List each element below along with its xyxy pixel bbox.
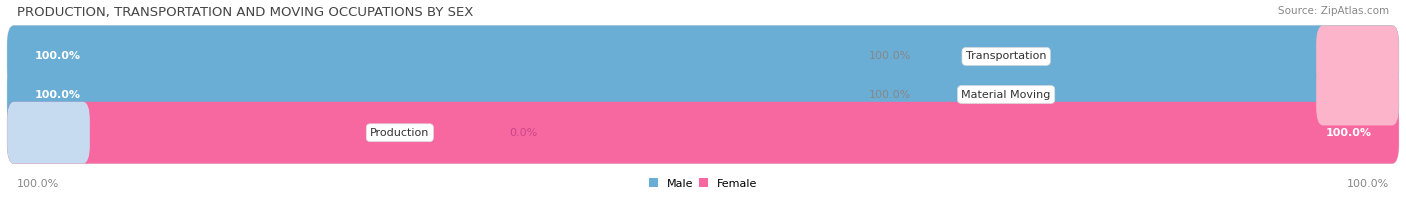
Text: 100.0%: 100.0% — [35, 90, 80, 99]
FancyBboxPatch shape — [7, 102, 1399, 164]
Text: Source: ZipAtlas.com: Source: ZipAtlas.com — [1278, 6, 1389, 16]
Text: 100.0%: 100.0% — [869, 51, 911, 61]
Text: Material Moving: Material Moving — [962, 90, 1050, 99]
FancyBboxPatch shape — [1316, 26, 1399, 87]
Text: 100.0%: 100.0% — [869, 90, 911, 99]
FancyBboxPatch shape — [7, 102, 90, 164]
Text: Transportation: Transportation — [966, 51, 1046, 61]
FancyBboxPatch shape — [7, 64, 1399, 125]
FancyBboxPatch shape — [7, 102, 1399, 164]
Text: 100.0%: 100.0% — [1326, 128, 1371, 138]
Text: 100.0%: 100.0% — [17, 179, 59, 189]
Text: Production: Production — [370, 128, 430, 138]
Text: 0.0%: 0.0% — [509, 128, 537, 138]
Text: 100.0%: 100.0% — [1347, 179, 1389, 189]
Legend: Male, Female: Male, Female — [644, 174, 762, 193]
Text: PRODUCTION, TRANSPORTATION AND MOVING OCCUPATIONS BY SEX: PRODUCTION, TRANSPORTATION AND MOVING OC… — [17, 6, 474, 19]
Text: 100.0%: 100.0% — [35, 51, 80, 61]
FancyBboxPatch shape — [7, 26, 1399, 87]
FancyBboxPatch shape — [7, 26, 1399, 87]
FancyBboxPatch shape — [1316, 64, 1399, 125]
FancyBboxPatch shape — [7, 64, 1399, 125]
